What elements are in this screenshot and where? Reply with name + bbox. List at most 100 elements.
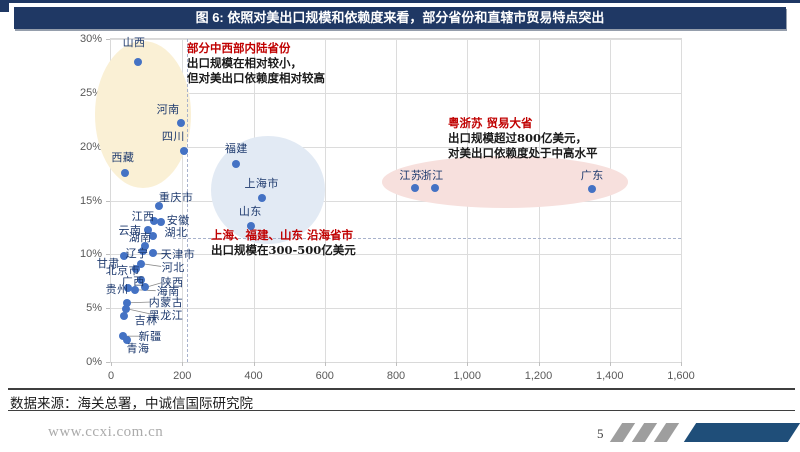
y-tick-label: 0% <box>86 356 102 368</box>
province-label: 江西 <box>131 209 155 223</box>
x-tick-mark <box>396 362 397 366</box>
annotation-line: 出口规模超过800亿美元， <box>448 131 588 145</box>
data-point <box>123 336 132 345</box>
data-point <box>141 282 150 291</box>
y-tick-mark <box>106 39 110 40</box>
data-point <box>124 283 133 292</box>
province-label: 云南 <box>118 223 142 237</box>
data-point <box>120 252 129 261</box>
data-point <box>410 183 419 192</box>
data-point <box>137 276 146 285</box>
province-label: 河南 <box>156 102 180 116</box>
province-label: 四川 <box>161 129 185 143</box>
leader-lines <box>126 252 169 337</box>
annotation: 上海、福建、山东 沿海省市 出口规模在300-500亿美元 <box>211 228 356 258</box>
data-point <box>149 232 158 241</box>
data-point <box>141 241 150 250</box>
data-point <box>144 225 153 234</box>
data-source-text: 数据来源：海关总署，中诚信国际研究院 <box>10 396 253 411</box>
x-tick-mark <box>253 362 255 366</box>
province-label: 北京市 <box>105 264 141 278</box>
data-point <box>131 265 140 274</box>
y-tick-label: 20% <box>79 140 102 153</box>
data-point <box>149 249 158 258</box>
corner-accent-block <box>0 0 9 12</box>
data-point <box>123 298 132 307</box>
x-tick-mark <box>609 362 611 366</box>
footer-blue-bar <box>683 423 800 442</box>
top-accent-strip <box>0 0 800 3</box>
data-point <box>134 57 143 66</box>
annotation: 粤浙苏 贸易大省 出口规模超过800亿美元， 对美出口依赖度处于中高水平 <box>448 116 598 161</box>
x-tick-label: 1,600 <box>667 370 695 382</box>
y-gridline <box>111 254 681 256</box>
data-point <box>232 159 241 168</box>
x-tick-mark <box>467 362 469 366</box>
highlight-ellipse <box>94 41 192 188</box>
province-label: 辽宁 <box>125 247 149 261</box>
vertical-reference-line <box>187 39 189 362</box>
y-tick-mark <box>106 254 110 256</box>
province-label: 贵州 <box>105 282 129 296</box>
province-label: 湖北 <box>164 226 188 240</box>
data-point <box>155 201 164 210</box>
data-point <box>257 194 266 203</box>
stripe-icon <box>609 423 636 442</box>
data-point <box>180 146 189 155</box>
province-label: 广西 <box>121 275 145 289</box>
data-point <box>177 118 186 127</box>
province-label: 重庆市 <box>158 190 194 204</box>
y-tick-label: 30% <box>79 33 102 45</box>
province-label: 西藏 <box>111 150 135 164</box>
province-label: 河北 <box>161 261 185 275</box>
province-label: 安徽 <box>166 214 190 228</box>
annotation-line: 对美出口依赖度处于中高水平 <box>448 146 598 160</box>
province-label: 广东 <box>580 168 604 182</box>
province-label: 浙江 <box>420 168 444 182</box>
province-label: 甘肃 <box>96 257 120 271</box>
annotation-line: 但对美出口依赖度相对较高 <box>187 71 325 85</box>
y-gridline <box>111 39 681 40</box>
horizontal-reference-line <box>173 238 681 240</box>
province-label: 黑龙江 <box>148 309 184 323</box>
data-point <box>120 168 129 177</box>
y-gridline <box>111 146 681 148</box>
annotation-title: 上海、福建、山东 沿海省市 <box>211 228 354 242</box>
y-tick-label: 10% <box>79 248 102 261</box>
province-label: 山东 <box>238 205 262 219</box>
y-tick-label: 5% <box>86 302 102 315</box>
province-label: 吉林 <box>134 313 158 327</box>
province-label: 新疆 <box>138 330 162 344</box>
province-label: 福建 <box>224 141 248 155</box>
province-label: 上海市 <box>244 177 279 191</box>
highlight-ellipse <box>381 156 628 209</box>
website-text: www.ccxi.com.cn <box>48 424 164 440</box>
data-point <box>431 183 440 192</box>
annotation-title: 粤浙苏 贸易大省 <box>448 116 533 130</box>
province-label: 山西 <box>122 35 146 49</box>
province-label: 湖南 <box>128 230 152 244</box>
x-tick-label: 1,200 <box>524 370 553 382</box>
province-label: 青海 <box>126 342 150 356</box>
x-tick-label: 200 <box>173 370 192 382</box>
province-label: 内蒙古 <box>148 295 184 309</box>
x-tick-label: 0 <box>107 370 115 382</box>
y-gridline <box>111 92 681 94</box>
page-number: 5 <box>597 426 604 441</box>
x-tick-label: 600 <box>315 370 334 382</box>
x-tick-label: 1,000 <box>453 370 482 382</box>
data-point <box>588 184 597 193</box>
x-tick-mark <box>324 362 326 366</box>
footer-divider-top <box>8 388 795 390</box>
footer-decoration <box>609 423 800 442</box>
scatter-chart: 0 200 400 600 800 1,000 1,200 1,400 1,600 0% 5% 10%… <box>80 33 695 382</box>
data-point <box>119 332 128 341</box>
data-point <box>150 216 159 225</box>
annotation-title: 部分中西部内陆省份 <box>187 41 291 55</box>
x-tick-label: 400 <box>244 370 263 382</box>
province-label: 天津市 <box>160 248 196 262</box>
x-tick-mark <box>182 362 184 366</box>
x-tick-mark <box>538 362 540 366</box>
y-gridline <box>111 308 681 310</box>
x-tick-mark <box>681 362 682 366</box>
